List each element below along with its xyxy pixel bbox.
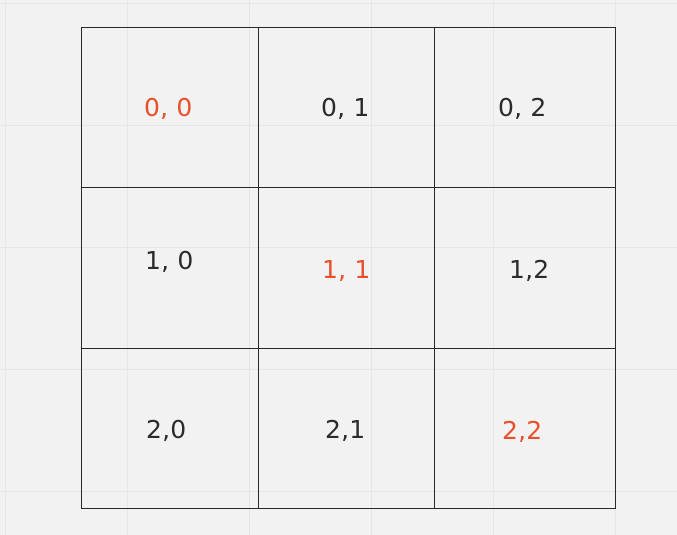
cell-label-2-2: 2,2 [502,416,543,445]
cell-label-2-0: 2,0 [146,415,187,444]
grid-line-left [81,27,82,509]
cell-label-1-2: 1,2 [509,255,550,284]
grid-line-bottom [81,508,616,509]
grid-line-row-1 [81,187,616,188]
grid-line-col-2 [434,27,435,509]
cell-label-2-1: 2,1 [325,415,366,444]
matrix-grid: 0, 0 0, 1 0, 2 1, 0 1, 1 1,2 2,0 2,1 2,2 [81,27,616,509]
grid-line-top [81,27,616,28]
cell-label-0-0: 0, 0 [144,93,193,122]
cell-label-1-1: 1, 1 [322,255,371,284]
cell-label-1-0: 1, 0 [145,246,194,275]
grid-line-row-2 [81,348,616,349]
grid-line-col-1 [258,27,259,509]
cell-label-0-2: 0, 2 [498,93,547,122]
cell-label-0-1: 0, 1 [321,93,370,122]
grid-line-right [615,27,616,509]
